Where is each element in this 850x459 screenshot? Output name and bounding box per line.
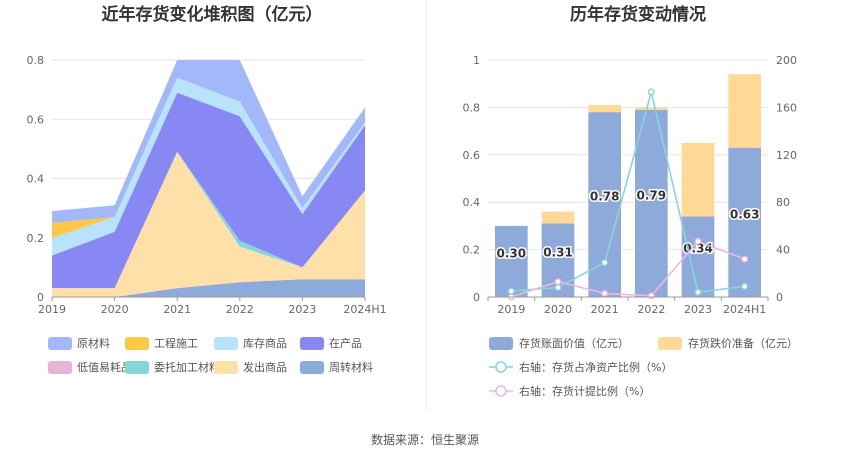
y-tick-label: 0.4	[27, 173, 45, 186]
x-tick-label: 2022	[637, 303, 665, 316]
y-tick-label: 1	[473, 54, 480, 67]
legend-label: 存货账面价值（亿元）	[519, 336, 629, 350]
legend-swatch	[48, 337, 72, 350]
data-source-label: 数据来源：恒生聚源	[371, 432, 479, 447]
x-tick-label: 2023	[684, 303, 712, 316]
x-tick-label: 2024H1	[343, 303, 386, 316]
y-tick-label: 0	[37, 291, 44, 304]
x-tick-label: 2020	[544, 303, 572, 316]
area-series	[52, 60, 365, 223]
area-series	[52, 77, 365, 238]
area-series	[52, 279, 365, 297]
x-tick-label: 2021	[591, 303, 619, 316]
x-tick-label: 2024H1	[723, 303, 766, 316]
line-series	[511, 240, 745, 298]
legend-swatch	[300, 337, 324, 350]
panel-divider	[426, 0, 427, 410]
area-series	[52, 92, 365, 289]
line-point	[741, 255, 749, 263]
y2-tick-label: 160	[776, 101, 797, 114]
legend-swatch	[48, 361, 72, 374]
legend-label: 工程施工	[154, 337, 198, 350]
stacked-area-chart: 0 0.2 0.4 0.6 0.8 2019 2020 2021 2022 2023 2024H1 原…	[27, 54, 387, 374]
legend-label: 右轴：存货计提比例（%）	[519, 384, 650, 398]
line-point	[647, 292, 655, 300]
bar	[635, 107, 668, 110]
bar	[588, 112, 621, 297]
legend-marker	[495, 385, 507, 397]
inventory-bar-chart: 0 0.2 0.4 0.6 0.8 1 0 40 80 120 160 200 0.30 0.31 0.78…	[463, 54, 799, 398]
y-tick-label: 0.4	[463, 196, 481, 209]
y-tick-label: 0.6	[27, 113, 45, 126]
right-chart-title: 历年存货变动情况	[570, 4, 706, 25]
bar	[728, 74, 761, 148]
bar	[541, 211, 575, 224]
bar	[588, 105, 621, 113]
bar-value-label: 0.63	[730, 207, 760, 221]
line-point	[741, 282, 749, 290]
legend-label: 存货跌价准备（亿元）	[688, 336, 798, 350]
legend-label: 库存商品	[243, 336, 287, 350]
bar-value-label: 0.30	[497, 246, 527, 260]
x-tick-label: 2019	[497, 303, 525, 316]
line-point	[647, 88, 655, 96]
legend-swatch	[489, 337, 513, 350]
y2-tick-label: 200	[776, 54, 797, 67]
y-tick-label: 0.8	[463, 101, 481, 114]
y-tick-label: 0.6	[463, 149, 481, 162]
bar	[728, 147, 761, 297]
legend-label: 原材料	[77, 336, 110, 350]
x-tick-label: 2021	[163, 303, 191, 316]
legend-swatch	[214, 361, 238, 374]
line-point	[601, 289, 609, 297]
line-point	[694, 288, 702, 296]
bar-value-label: 0.31	[543, 245, 573, 259]
line-point	[507, 287, 515, 295]
legend-label: 在产品	[329, 336, 362, 350]
x-tick-label: 2023	[288, 303, 316, 316]
bar-value-label: 0.78	[590, 190, 620, 204]
line-point	[694, 237, 702, 245]
y-tick-label: 0.8	[27, 54, 45, 67]
area-series	[52, 151, 365, 297]
bar	[681, 216, 715, 297]
x-tick-label: 2019	[38, 303, 66, 316]
legend-label: 周转材料	[329, 360, 373, 374]
line-point	[554, 284, 562, 292]
bar	[495, 225, 528, 297]
legend-label: 右轴：存货占净资产比例（%）	[519, 360, 672, 374]
y2-tick-label: 120	[776, 149, 797, 162]
legend-label: 委托加工材料	[154, 360, 220, 374]
y-tick-label: 0.2	[27, 232, 45, 245]
legend-marker	[495, 361, 507, 373]
y2-tick-label: 0	[776, 291, 783, 304]
legend-swatch	[300, 361, 324, 374]
bar	[681, 142, 715, 217]
y-tick-label: 0.2	[463, 244, 481, 257]
legend-label: 发出商品	[243, 360, 287, 374]
y-tick-label: 0	[473, 291, 480, 304]
left-chart-title: 近年存货变化堆积图（亿元）	[102, 4, 323, 25]
legend-swatch	[125, 361, 149, 374]
legend-swatch	[214, 337, 238, 350]
x-tick-label: 2020	[101, 303, 129, 316]
legend-swatch	[658, 337, 682, 350]
line-series	[511, 91, 745, 294]
line-point	[601, 259, 609, 267]
legend-label: 低值易耗品	[77, 361, 132, 374]
line-point	[554, 278, 562, 286]
x-tick-label: 2022	[226, 303, 254, 316]
legend-swatch	[125, 337, 149, 350]
area-series	[52, 77, 365, 256]
y2-tick-label: 80	[776, 196, 790, 209]
y2-tick-label: 40	[776, 244, 790, 257]
bar-value-label: 0.79	[637, 188, 667, 202]
